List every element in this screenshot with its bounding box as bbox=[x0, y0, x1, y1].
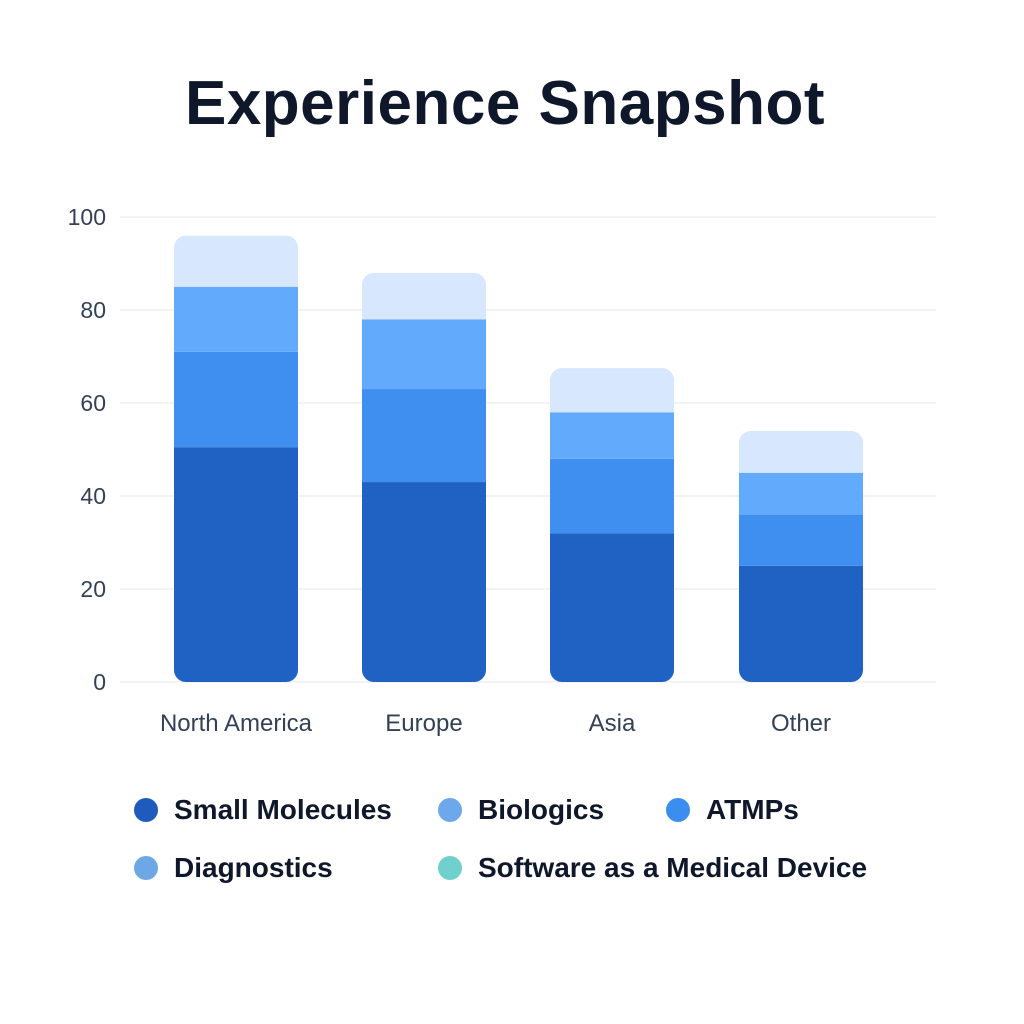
x-tick-label: North America bbox=[160, 710, 313, 737]
bar-segment bbox=[550, 368, 674, 413]
bar-segment bbox=[362, 389, 486, 483]
bar-stack-other bbox=[739, 430, 863, 682]
legend-label: Diagnostics bbox=[174, 852, 333, 883]
legend-item: Biologics bbox=[438, 790, 604, 830]
bar-chart: 0 20 40 60 80 100 North America Europe Asia Other bbox=[68, 204, 936, 737]
legend-label: Small Molecules bbox=[174, 794, 392, 825]
x-tick-label: Other bbox=[771, 710, 831, 737]
legend-swatch-circle-icon bbox=[438, 856, 462, 880]
y-tick-label: 100 bbox=[68, 204, 106, 230]
legend-swatch-circle-icon bbox=[438, 798, 462, 822]
bar-segment bbox=[550, 458, 674, 534]
legend-item: Diagnostics bbox=[134, 848, 333, 888]
bar-segment bbox=[174, 286, 298, 352]
x-tick-label: Asia bbox=[589, 710, 636, 737]
y-tick-label: 60 bbox=[80, 390, 106, 416]
bar-segment bbox=[362, 482, 486, 682]
chart-title: Experience Snapshot bbox=[184, 69, 826, 138]
legend-item: Software as a Medical Device bbox=[438, 848, 867, 888]
bar-segment bbox=[174, 351, 298, 448]
bar-segment bbox=[362, 319, 486, 390]
legend-swatch-circle-icon bbox=[666, 798, 690, 822]
legend-label: Software as a Medical Device bbox=[478, 852, 868, 883]
bar-segment bbox=[174, 447, 298, 682]
bar-segment bbox=[174, 235, 298, 287]
bar-stack-north-america bbox=[174, 235, 298, 682]
y-tick-label: 40 bbox=[80, 483, 106, 509]
legend: Small Molecules Biologics ATMPs Diagnostics… bbox=[130, 790, 950, 900]
y-tick-label: 80 bbox=[80, 297, 106, 323]
bar-stack-asia bbox=[550, 368, 674, 682]
legend-item: Small Molecules bbox=[134, 790, 392, 830]
bar-segment bbox=[362, 272, 486, 320]
bar-stack-europe bbox=[362, 272, 486, 682]
y-tick-label: 0 bbox=[93, 669, 106, 695]
bar-segment bbox=[739, 472, 863, 515]
legend-label: ATMPs bbox=[706, 794, 799, 825]
bar-segment bbox=[739, 430, 863, 473]
bar-segment bbox=[739, 514, 863, 566]
legend-swatch-circle-icon bbox=[134, 856, 158, 880]
bar-segment bbox=[739, 565, 863, 682]
legend-label: Biologics bbox=[478, 794, 605, 825]
x-tick-label: Europe bbox=[385, 710, 462, 737]
bar-segment bbox=[550, 533, 674, 682]
y-tick-label: 20 bbox=[80, 576, 106, 602]
legend-swatch-circle-icon bbox=[134, 798, 158, 822]
bar-segment bbox=[550, 412, 674, 459]
legend-item: ATMPs bbox=[666, 790, 799, 830]
